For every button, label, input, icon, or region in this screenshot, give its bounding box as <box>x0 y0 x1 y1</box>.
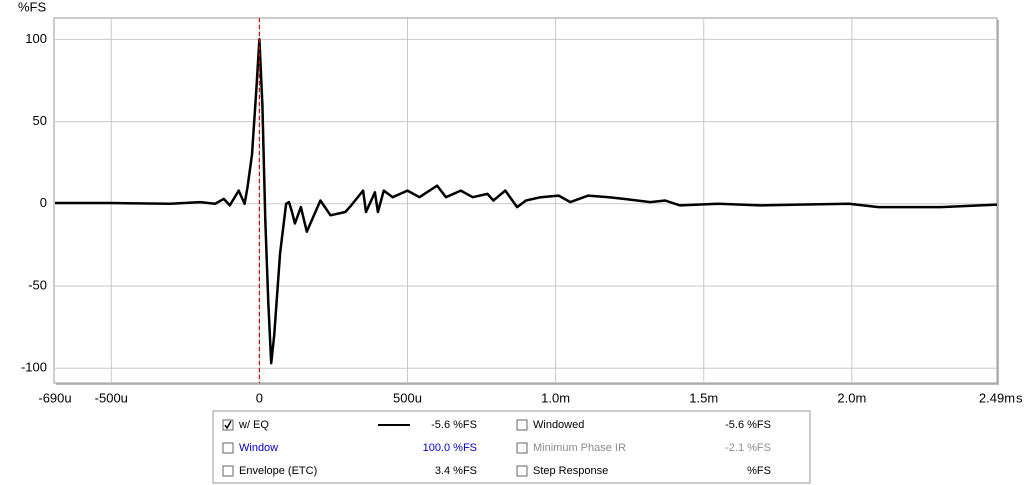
checkbox[interactable] <box>222 442 234 454</box>
legend-value: -2.1 %FS <box>725 442 771 454</box>
legend-panel <box>212 410 811 484</box>
legend-value: -5.6 %FS <box>431 419 477 431</box>
y-tick-label: 0 <box>40 195 47 210</box>
legend-value: 3.4 %FS <box>435 465 477 477</box>
checkbox[interactable] <box>222 465 234 477</box>
checkbox[interactable] <box>516 442 528 454</box>
legend-value: %FS <box>747 465 771 477</box>
checkbox[interactable] <box>516 419 528 431</box>
legend-label[interactable]: w/ EQ <box>238 419 269 431</box>
legend-label[interactable]: Envelope (ETC) <box>239 465 317 477</box>
legend-label[interactable]: Windowed <box>533 419 584 431</box>
y-tick-label: 100 <box>25 31 47 46</box>
x-tick-label: 1.5m <box>689 390 718 405</box>
x-tick-label: 500u <box>393 390 422 405</box>
legend-label[interactable]: Step Response <box>533 465 608 477</box>
y-tick-label: -50 <box>28 277 47 292</box>
y-tick-label: -100 <box>21 360 47 375</box>
x-tick-label: 0 <box>256 390 263 405</box>
x-axis-label: s <box>1016 390 1023 405</box>
legend-label[interactable]: Window <box>239 442 278 454</box>
series-line <box>55 38 998 365</box>
check-mark <box>224 420 232 430</box>
x-tick-label: 1.0m <box>541 390 570 405</box>
y-tick-label: 50 <box>33 113 47 128</box>
legend-value: -5.6 %FS <box>725 419 771 431</box>
x-tick-label: -500u <box>95 390 128 405</box>
x-tick-label: 2.0m <box>837 390 866 405</box>
x-tick-label: -690u <box>38 390 71 405</box>
x-tick-label: 2.49m <box>979 390 1015 405</box>
legend-value: 100.0 %FS <box>423 442 477 454</box>
legend-label[interactable]: Minimum Phase IR <box>533 442 626 454</box>
checkbox[interactable] <box>516 465 528 477</box>
y-axis-label: %FS <box>18 0 47 14</box>
